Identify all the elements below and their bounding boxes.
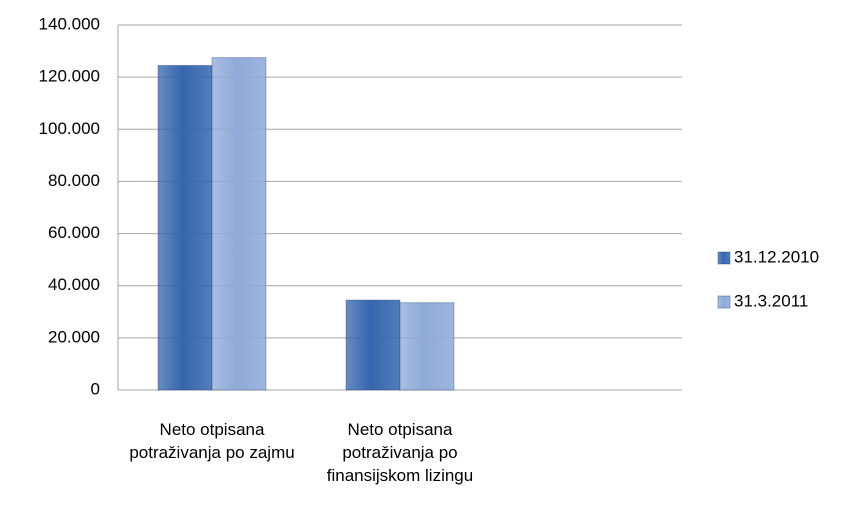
y-tick-label: 80.000	[48, 171, 100, 190]
legend-swatch	[717, 251, 731, 265]
legend-label: 31.12.2010	[734, 247, 819, 266]
y-tick-label: 40.000	[48, 275, 100, 294]
x-tick-label: Neto otpisana potraživanja po zajmu	[129, 420, 295, 462]
y-tick-label: 140.000	[39, 14, 100, 33]
legend-label: 31.3.2011	[734, 291, 808, 310]
y-tick-label: 60.000	[48, 223, 100, 242]
legend-swatch	[717, 295, 731, 309]
y-tick-label: 120.000	[39, 67, 100, 86]
y-tick-label: 100.000	[39, 119, 100, 138]
bar	[157, 64, 213, 391]
y-tick-label: 0	[91, 379, 100, 398]
y-tick-label: 20.000	[48, 327, 100, 346]
bar	[345, 299, 401, 391]
x-tick-label: Neto otpisana potraživanja po finansijsk…	[326, 420, 474, 485]
bar	[211, 57, 267, 391]
bar	[399, 302, 455, 391]
